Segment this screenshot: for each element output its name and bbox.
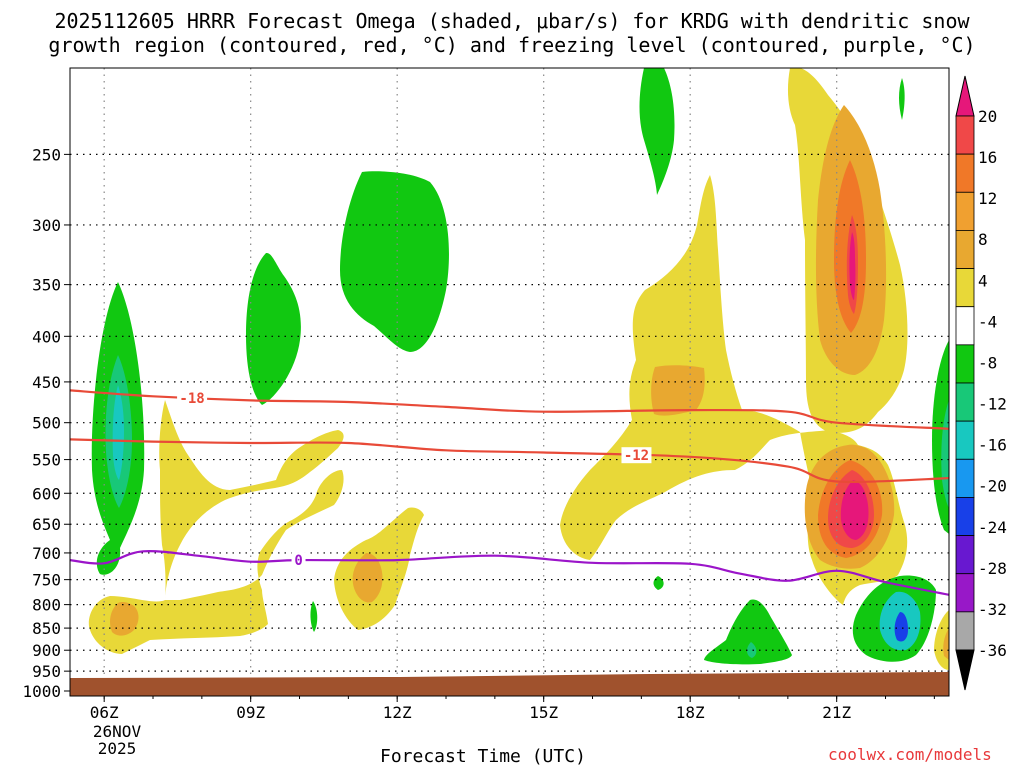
- contour-label-bg--12: [621, 447, 652, 464]
- omega-region-sinking-09z: [246, 252, 301, 405]
- x-tick-label-15Z: 15Z: [529, 703, 558, 722]
- colorbar-swatch: [955, 535, 975, 575]
- source-credit[interactable]: coolwx.com/models: [828, 745, 992, 764]
- colorbar-swatch: [955, 573, 975, 613]
- colorbar-swatch: [955, 344, 975, 384]
- x-tick-label-06Z: 06Z: [90, 703, 119, 722]
- contour-line-0: [70, 549, 949, 596]
- y-tick-label-950: 950: [32, 662, 61, 681]
- omega-region-sinking-17z-top: [639, 68, 675, 195]
- contour-label-bg--18: [177, 389, 208, 406]
- omega-region-rising-21z-low-magenta: [840, 480, 869, 540]
- y-tick-label-300: 300: [32, 216, 61, 235]
- omega-region-sinking-19z-low: [704, 599, 792, 665]
- omega-region-rising-11z-low-orange: [352, 553, 383, 603]
- chart-title-line-1: 2025112605 HRRR Forecast Omega (shaded, …: [54, 9, 970, 33]
- y-tick-label-850: 850: [32, 619, 61, 638]
- colorbar-swatch: [955, 230, 975, 269]
- x-tick-label-12Z: 12Z: [383, 703, 412, 722]
- omega-region-sinking-19z-low-core: [746, 642, 757, 658]
- contour-label-bg-0: [291, 552, 306, 569]
- omega-region-rising-17z-orange: [651, 365, 705, 416]
- colorbar-label--24: -24: [978, 518, 1007, 537]
- x-tick-label-09Z: 09Z: [236, 703, 265, 722]
- x-axis: 06Z 09Z 12Z 15Z 18Z 21Z: [90, 696, 935, 722]
- date-year: 2025: [97, 739, 137, 758]
- colorbar-label--16: -16: [978, 436, 1007, 455]
- colorbar-swatch: [955, 115, 975, 155]
- colorbar-swatch: [955, 153, 975, 193]
- colorbar-label-12: 12: [978, 189, 997, 208]
- colorbar-swatch: [955, 382, 975, 422]
- ground-terrain: [70, 672, 949, 696]
- contour-line--12: [70, 438, 949, 484]
- omega-region-sinking-22z-top: [899, 78, 905, 120]
- omega-region-sinking-06z-inner: [112, 385, 124, 480]
- chart-title-line-2: growth region (contoured, red, °C) and f…: [48, 33, 976, 57]
- omega-region-rising-06z-low-orange: [110, 602, 139, 636]
- colorbar-label-16: 16: [978, 148, 997, 167]
- contour-label--18: -18: [179, 391, 204, 407]
- omega-region-sinking-10z-low: [310, 601, 318, 632]
- omega-region-rising-lower: [88, 470, 344, 654]
- colorbar-label--12: -12: [978, 395, 1007, 414]
- colorbar-swatch: [955, 306, 975, 346]
- omega-region-rising-21z-magenta: [849, 232, 856, 300]
- omega-region-rising-left: [159, 400, 344, 600]
- date-day-month: 26NOV: [92, 722, 142, 741]
- y-tick-label-650: 650: [32, 515, 61, 534]
- y-tick-label-250: 250: [32, 145, 61, 164]
- colorbar-label--28: -28: [978, 559, 1007, 578]
- omega-region-sinking-right-edge-teal: [941, 400, 949, 508]
- colorbar-legend: 20 16 12 8 4 -4 -8 -12 -16 -20 -24 -28 -32 -36: [955, 75, 1007, 691]
- x-axis-title: Forecast Time (UTC): [380, 746, 586, 767]
- x-tick-label-18Z: 18Z: [676, 703, 705, 722]
- colorbar-label--20: -20: [978, 477, 1007, 496]
- y-tick-label-550: 550: [32, 451, 61, 470]
- omega-region-sinking-11z: [340, 171, 449, 352]
- colorbar-swatch: [955, 420, 975, 460]
- date-label: 26NOV 2025: [82, 723, 152, 757]
- colorbar-label-4: 4: [978, 271, 988, 290]
- colorbar-swatch: [955, 268, 975, 308]
- omega-region-sinking-18z-speck: [653, 576, 664, 590]
- y-tick-label-800: 800: [32, 596, 61, 615]
- colorbar-swatch: [955, 191, 975, 231]
- x-tick-label-21Z: 21Z: [822, 703, 851, 722]
- colorbar-label-20: 20: [978, 107, 997, 126]
- colorbar-label--32: -32: [978, 600, 1007, 619]
- omega-region-sinking-22z-low-blue: [894, 612, 908, 642]
- colorbar-label--36: -36: [978, 641, 1007, 660]
- colorbar-bottom-arrow: [955, 649, 975, 691]
- colorbar-label-8: 8: [978, 230, 988, 249]
- colorbar-label--8: -8: [978, 353, 997, 372]
- omega-region-rising-right-low-orange: [943, 628, 949, 660]
- y-tick-label-700: 700: [32, 544, 61, 563]
- terrain-fill: [70, 672, 949, 696]
- temperature-contours: -18 -12 0: [70, 389, 949, 596]
- y-tick-label-450: 450: [32, 373, 61, 392]
- omega-shading: [88, 68, 949, 670]
- colorbar-swatch: [955, 497, 975, 536]
- y-tick-label-400: 400: [32, 327, 61, 346]
- y-tick-label-350: 350: [32, 276, 61, 295]
- y-tick-label-500: 500: [32, 414, 61, 433]
- grid-lines: [70, 68, 949, 696]
- colorbar-label--4: -4: [978, 312, 997, 331]
- colorbar-swatch: [955, 458, 975, 498]
- y-tick-label-750: 750: [32, 571, 61, 590]
- y-axis: 250 300 350 400 450 500 550 600 650 700 750 800 850 9…: [22, 145, 70, 701]
- colorbar-swatch: [955, 611, 975, 651]
- contour-label--12: -12: [624, 448, 649, 464]
- colorbar-top-arrow: [955, 75, 975, 117]
- y-tick-label-900: 900: [32, 641, 61, 660]
- y-tick-label-600: 600: [32, 484, 61, 503]
- contour-label-0: 0: [294, 553, 302, 569]
- y-tick-label-1000: 1000: [22, 682, 61, 701]
